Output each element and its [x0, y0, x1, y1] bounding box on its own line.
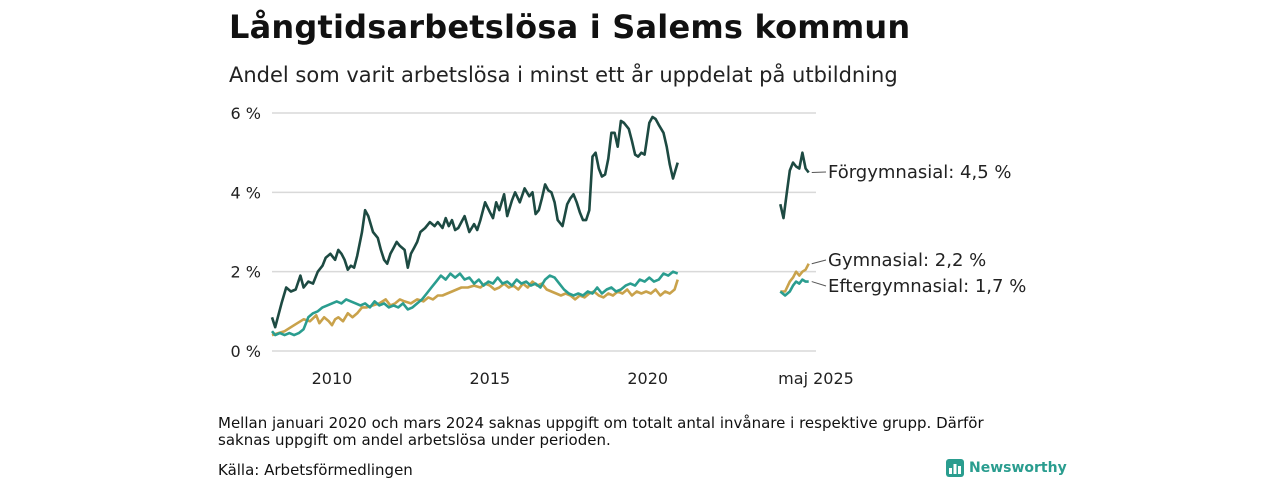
x-tick-label: maj 2025 — [778, 369, 854, 388]
chart-title: Långtidsarbetslösa i Salems kommun — [229, 8, 911, 46]
chart-subtitle: Andel som varit arbetslösa i minst ett å… — [229, 63, 898, 87]
line-chart: 0 % 2 % 4 % 6 % 2010 2015 2020 maj 2025 Förgym… — [231, 104, 1027, 388]
x-axis-labels: 2010 2015 2020 maj 2025 — [312, 369, 854, 388]
footnote: Mellan januari 2020 och mars 2024 saknas… — [218, 414, 984, 449]
source-text: Källa: Arbetsförmedlingen — [218, 461, 413, 479]
brand-logo: Newsworthy — [946, 459, 1067, 477]
series-line-gymnasial — [271, 279, 679, 337]
x-tick-label: 2015 — [469, 369, 510, 388]
label-connector — [811, 171, 827, 173]
x-tick-label: 2020 — [627, 369, 668, 388]
y-tick-label: 6 % — [231, 104, 261, 123]
brand-name: Newsworthy — [969, 460, 1067, 476]
series-end-labels: Förgymnasial: 4,5 % Gymnasial: 2,2 % Efter… — [811, 162, 1026, 297]
y-axis-labels: 0 % 2 % 4 % 6 % — [231, 104, 261, 361]
y-tick-label: 4 % — [231, 183, 261, 202]
series-line-förgymnasial — [270, 115, 679, 329]
x-tick-label: 2010 — [312, 369, 353, 388]
series-end-label: Eftergymnasial: 1,7 % — [828, 276, 1026, 297]
series-line-gymnasial — [780, 263, 810, 293]
y-tick-label: 0 % — [231, 342, 261, 361]
series-line-förgymnasial — [779, 151, 810, 220]
bar-chart-icon — [946, 459, 964, 477]
series-end-label: Förgymnasial: 4,5 % — [828, 162, 1012, 183]
series-lines — [270, 115, 810, 337]
label-connector — [811, 281, 827, 287]
series-line-eftergymnasial — [779, 278, 809, 297]
label-connector — [811, 259, 827, 265]
y-tick-label: 2 % — [231, 263, 261, 282]
series-line-eftergymnasial — [270, 270, 679, 337]
series-end-label: Gymnasial: 2,2 % — [828, 250, 986, 271]
